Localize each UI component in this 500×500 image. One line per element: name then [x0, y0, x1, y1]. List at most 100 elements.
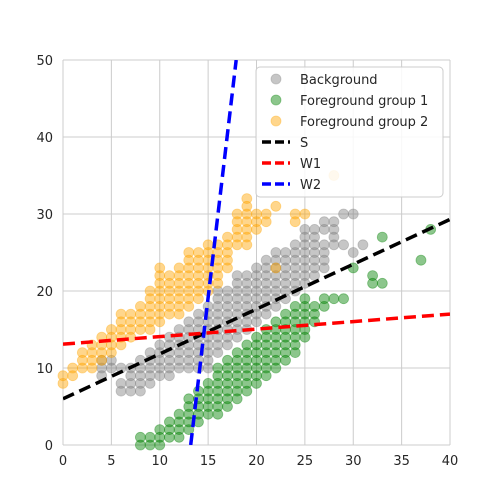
data-point [202, 354, 214, 366]
data-point [134, 308, 146, 320]
data-point [134, 324, 146, 335]
data-point [280, 277, 291, 289]
x-tick-label: 35 [393, 454, 410, 469]
data-point [144, 308, 156, 320]
data-point [260, 254, 272, 266]
data-point [212, 285, 224, 297]
data-point [183, 254, 195, 266]
data-point [164, 424, 175, 436]
data-point [212, 362, 224, 374]
data-point [105, 324, 117, 335]
data-point [173, 262, 185, 274]
data-point [134, 439, 146, 451]
data-point [202, 377, 214, 389]
data-point [289, 270, 301, 282]
y-tick-label: 10 [36, 362, 53, 377]
data-point [367, 277, 379, 289]
data-point [299, 270, 311, 282]
data-point [347, 208, 359, 220]
data-point [260, 277, 272, 289]
data-point [299, 308, 311, 320]
data-point [154, 362, 166, 374]
data-point [309, 262, 320, 274]
fit-lines [63, 60, 450, 445]
data-point [183, 270, 195, 282]
x-tick-label: 40 [442, 454, 459, 469]
data-point [328, 223, 340, 235]
data-point [231, 377, 243, 389]
data-point [251, 216, 262, 228]
data-point [338, 293, 349, 305]
data-point [173, 362, 185, 374]
data-point [318, 262, 330, 274]
data-point [251, 377, 262, 389]
data-point [144, 377, 156, 389]
data-point [164, 285, 175, 297]
data-point [270, 362, 282, 374]
data-point [183, 285, 195, 297]
data-point [193, 285, 204, 297]
data-point [280, 308, 291, 320]
data-point [318, 293, 330, 305]
data-point [154, 277, 166, 289]
data-point [154, 370, 166, 382]
data-point [86, 362, 98, 374]
data-point [231, 231, 243, 243]
data-point [299, 293, 311, 305]
data-point [231, 239, 243, 251]
data-point [212, 377, 224, 389]
data-point [173, 324, 185, 335]
data-point [270, 254, 282, 266]
data-point [280, 262, 291, 274]
data-point [134, 385, 146, 397]
data-point [183, 247, 195, 258]
data-point [241, 216, 253, 228]
data-point [299, 231, 311, 243]
data-point [260, 208, 272, 220]
data-point [251, 362, 262, 374]
data-point [183, 424, 195, 436]
data-point [260, 262, 272, 274]
data-point [347, 247, 359, 258]
data-point [173, 308, 185, 320]
data-point [173, 408, 185, 420]
data-point [270, 331, 282, 343]
data-point [280, 339, 291, 351]
data-point [164, 293, 175, 305]
legend-marker [270, 94, 282, 106]
data-point [212, 370, 224, 382]
data-point [309, 239, 320, 251]
data-point [231, 347, 243, 359]
data-point [260, 285, 272, 297]
data-point [193, 316, 204, 328]
data-point [154, 308, 166, 320]
data-point [183, 277, 195, 289]
data-point [231, 354, 243, 366]
data-point [134, 431, 146, 443]
data-point [96, 354, 108, 366]
data-point [76, 354, 88, 366]
data-point [115, 324, 127, 335]
data-point [231, 362, 243, 374]
y-tick-label: 40 [36, 131, 53, 146]
data-point [231, 293, 243, 305]
data-point [241, 277, 253, 289]
data-point [289, 262, 301, 274]
data-point [173, 416, 185, 428]
data-point [173, 293, 185, 305]
data-point [270, 262, 282, 274]
data-point [231, 285, 243, 297]
data-point [231, 277, 243, 289]
data-point [251, 316, 262, 328]
data-point [299, 254, 311, 266]
data-point [212, 270, 224, 282]
data-point [260, 216, 272, 228]
data-point [299, 262, 311, 274]
x-tick-label: 10 [151, 454, 168, 469]
data-point [67, 370, 79, 382]
data-point [260, 354, 272, 366]
data-point [154, 262, 166, 274]
data-point [144, 362, 156, 374]
data-point [193, 293, 204, 305]
data-point [212, 385, 224, 397]
